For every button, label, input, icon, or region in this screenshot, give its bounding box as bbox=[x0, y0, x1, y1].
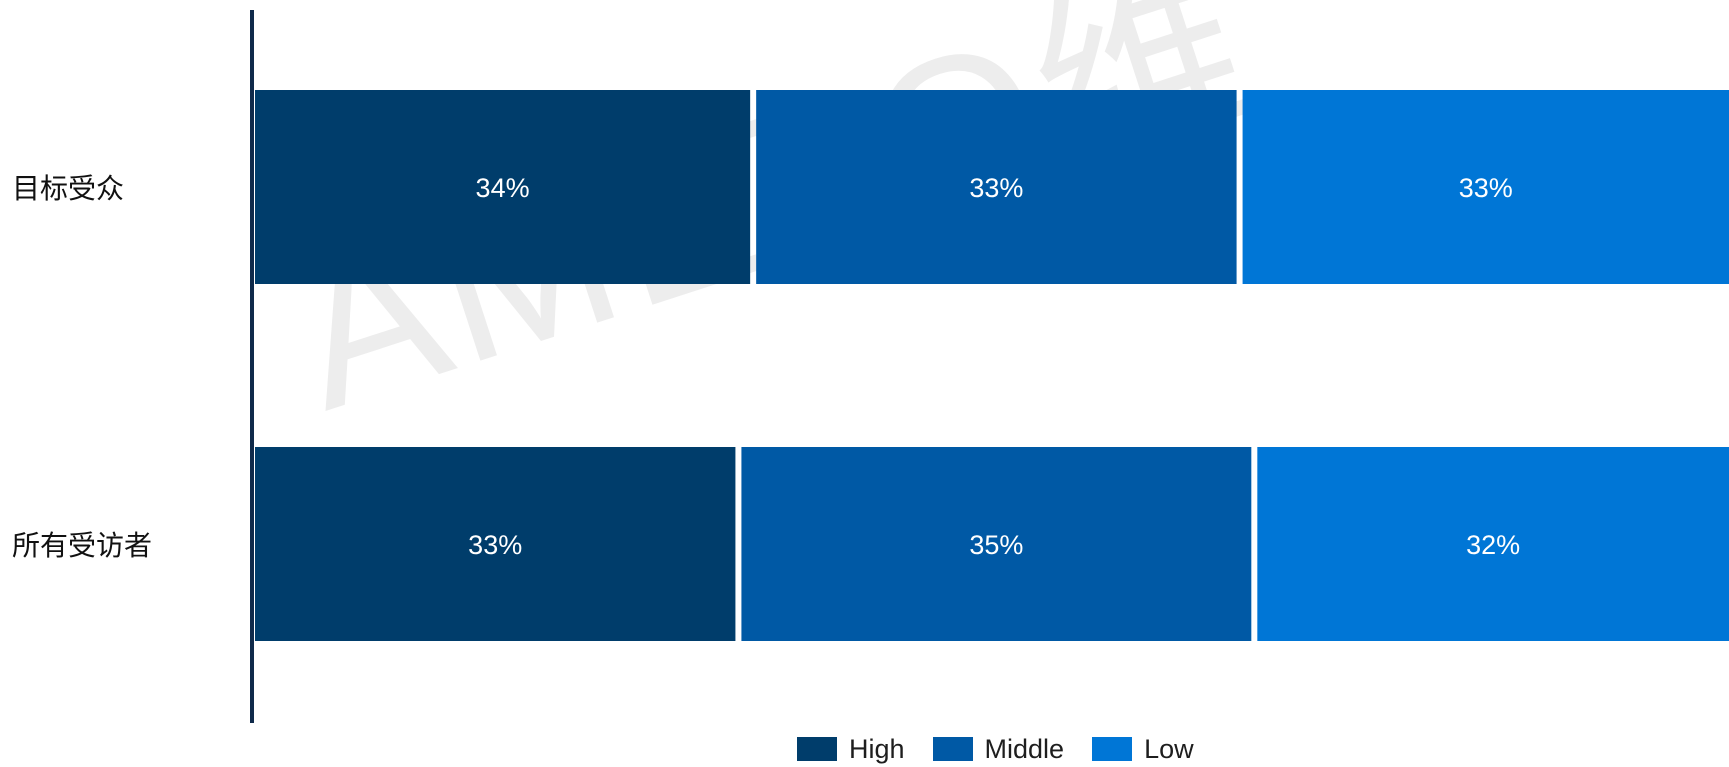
legend-label-middle: Middle bbox=[984, 733, 1065, 764]
category-label-target-audience: 目标受众 bbox=[12, 172, 125, 205]
legend-swatch-middle bbox=[932, 737, 973, 761]
legend-swatch-low bbox=[1092, 737, 1133, 761]
legend-swatch-high bbox=[797, 737, 837, 761]
data-label-high-cat0: 34% bbox=[476, 173, 530, 203]
legend-item-high: High bbox=[797, 734, 905, 765]
bar-middle-cat1 bbox=[741, 447, 1252, 641]
data-label-low-cat1: 32% bbox=[1466, 530, 1520, 560]
data-label-high-cat1: 33% bbox=[468, 530, 522, 560]
bar-high-cat0 bbox=[255, 90, 751, 284]
data-label-low-cat0: 33% bbox=[1459, 173, 1513, 203]
legend-item-middle: Middle bbox=[932, 733, 1065, 765]
legend: High Middle Low bbox=[797, 734, 1222, 764]
bar-low-cat1 bbox=[1257, 447, 1729, 641]
category-label-all-respondents: 所有受访者 bbox=[12, 529, 153, 562]
data-label-middle-cat0: 33% bbox=[969, 173, 1023, 203]
bar-high-cat1 bbox=[255, 447, 736, 641]
data-label-middle-cat1: 35% bbox=[969, 530, 1023, 560]
y-axis-line bbox=[250, 10, 254, 723]
bar-low-cat0 bbox=[1242, 90, 1729, 284]
legend-label-high: High bbox=[849, 733, 905, 764]
bar-middle-cat0 bbox=[756, 90, 1237, 284]
legend-label-low: Low bbox=[1144, 733, 1194, 764]
legend-item-low: Low bbox=[1092, 734, 1194, 765]
